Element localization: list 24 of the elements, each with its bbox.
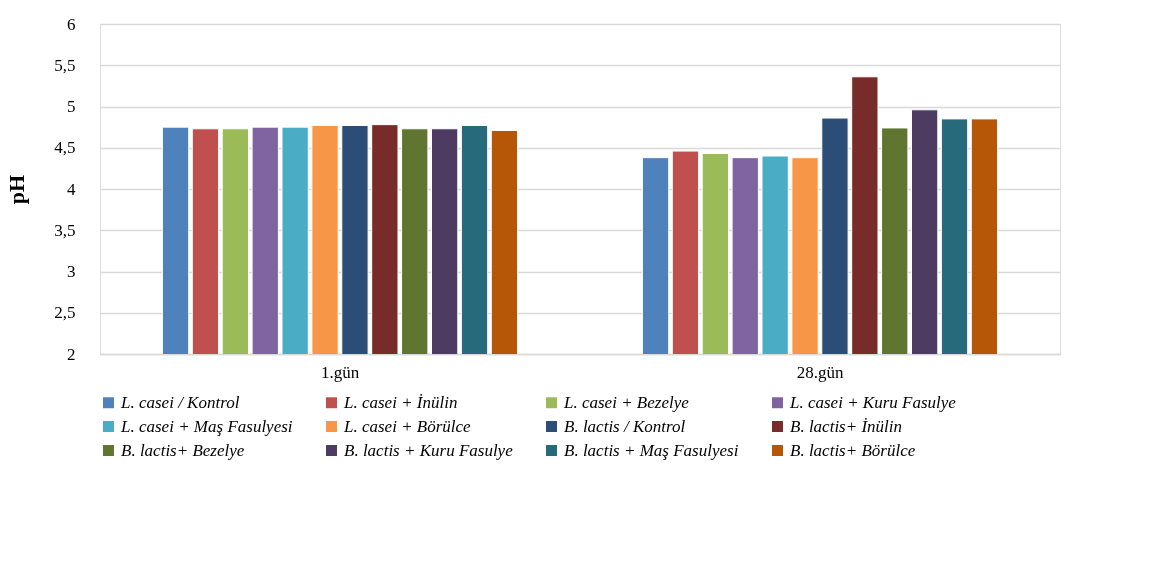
legend-label: B. lactis+ İnülin [790,416,903,436]
legend-label: B. lactis + Kuru Fasulye [344,440,514,460]
y-tick-label: 4,5 [54,138,76,158]
legend-label: L. casei / Kontrol [120,392,240,412]
y-tick-label: 2 [67,344,76,364]
legend-label: B. lactis / Kontrol [564,416,686,436]
legend-label: L. casei + Bezelye [563,392,690,412]
y-tick-label: 3,5 [54,220,76,240]
y-tick-label: 3 [67,262,76,281]
legend-label: L. casei + Maş Fasulyesi [120,416,293,436]
y-tick-label: 4 [67,179,76,199]
legend-label: L. casei + Börülce [343,416,472,436]
legend-label: B. lactis+ Börülce [790,440,916,460]
y-tick-label: 5,5 [54,55,76,75]
legend-label: B. lactis+ Bezelye [121,440,245,460]
legend-label: B. lactis + Maş Fasulyesi [564,440,739,460]
y-tick-label: 5 [67,97,76,116]
y-axis-title: pH [4,174,30,205]
y-tick-label: 2,5 [54,303,76,323]
legend-label: L. casei + Kuru Fasulye [789,392,957,412]
legend-label: L. casei + İnülin [343,392,458,412]
x-tick-label: 1.gün [320,362,360,382]
x-tick-label: 28.gün [796,362,844,382]
y-tick-label: 6 [67,14,76,34]
